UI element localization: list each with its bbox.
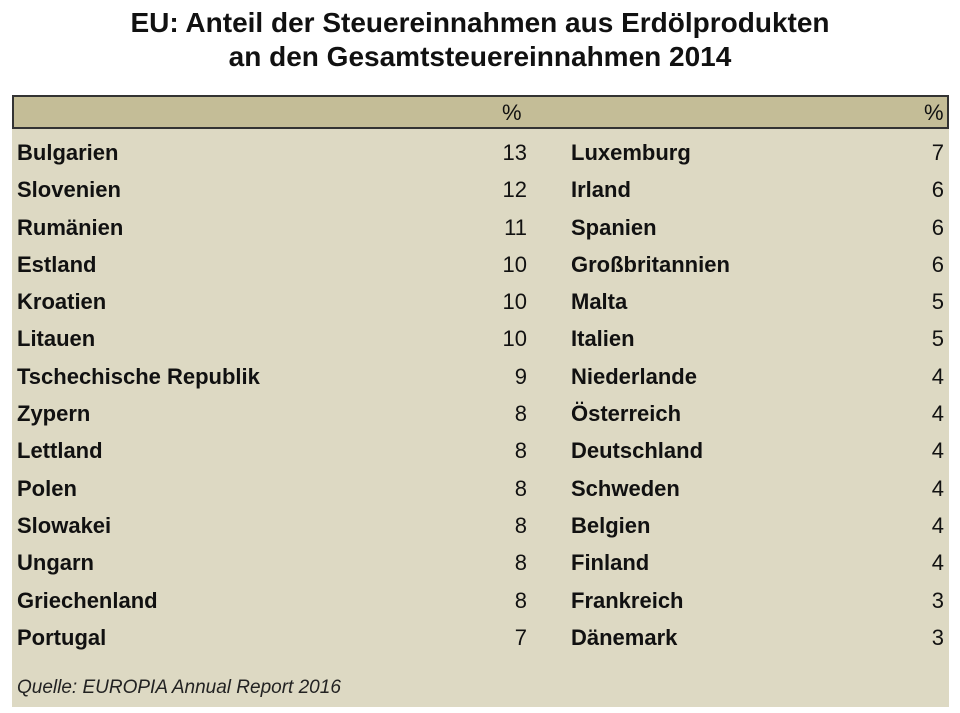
share-value: 7 [931,140,944,165]
share-value: 6 [931,214,944,240]
table-row: Rumänien 11 [17,209,527,246]
share-value: 5 [931,289,944,315]
country-name: Lettland [17,438,103,464]
share-value: 12 [502,177,527,203]
country-name: Ungarn [17,550,94,576]
chart-title-line-2: an den Gesamtsteuereinnahmen 2014 [228,41,732,72]
share-value: 6 [931,251,944,277]
table-row: Großbritannien 6 [571,246,944,283]
country-name: Estland [17,251,97,277]
share-value: 8 [514,475,527,501]
country-name: Belgien [571,512,651,538]
share-value: 8 [514,550,527,576]
country-name: Rumänien [17,214,124,240]
share-value: 4 [931,475,944,501]
share-value: 4 [931,401,944,427]
table-row: Ungarn 8 [17,544,527,581]
table-row: Finland 4 [571,544,944,581]
source-note: Quelle: EUROPIA Annual Report 2016 [17,677,341,698]
share-value: 8 [514,587,527,613]
country-name: Österreich [571,401,682,427]
share-value: 3 [931,587,944,613]
share-value: 8 [514,438,527,464]
country-name: Zypern [17,401,91,427]
chart-title: EU: Anteil der Steuereinnahmen aus Erdöl… [0,6,960,74]
country-name: Malta [571,289,628,315]
share-value: 10 [502,326,527,352]
country-name: Frankreich [571,587,684,613]
table-panel: % % Bulgarien 13 Slovenien 12 Rumänien 11 Estl… [12,95,949,707]
table-row: Österreich 4 [571,395,944,432]
share-value: 10 [502,289,527,315]
table-row: Dänemark 3 [571,619,944,656]
table-row: Malta 5 [571,283,944,320]
country-name: Kroatien [17,289,107,315]
table-row: Italien 5 [571,320,944,357]
table-row: Portugal 7 [17,619,527,656]
table-row: Griechenland 8 [17,582,527,619]
country-name: Bulgarien [17,140,119,165]
share-value: 3 [931,624,944,650]
table-row: Slovenien 12 [17,171,527,208]
table-row: Luxemburg 7 [571,134,944,171]
table-row: Bulgarien 13 [17,134,527,171]
table-row: Zypern 8 [17,395,527,432]
country-name: Litauen [17,326,96,352]
table-row: Spanien 6 [571,209,944,246]
table-row: Kroatien 10 [17,283,527,320]
country-name: Slovenien [17,177,121,203]
share-value: 4 [931,438,944,464]
country-name: Großbritannien [571,251,730,277]
country-name: Luxemburg [571,140,691,165]
country-name: Tschechische Republik [17,363,260,389]
country-name: Slowakei [17,512,112,538]
table-row: Niederlande 4 [571,358,944,395]
country-name: Deutschland [571,438,704,464]
table-row: Irland 6 [571,171,944,208]
share-value: 6 [931,177,944,203]
table-row: Litauen 10 [17,320,527,357]
share-value: 10 [502,251,527,277]
unit-header-left: % [502,100,522,125]
table-row: Belgien 4 [571,507,944,544]
table-column-left: Bulgarien 13 Slovenien 12 Rumänien 11 Estland 1… [17,134,527,656]
table-row: Deutschland 4 [571,432,944,469]
country-name: Finland [571,550,650,576]
share-value: 9 [514,363,527,389]
table-row: Tschechische Republik 9 [17,358,527,395]
table-row: Polen 8 [17,470,527,507]
share-value: 7 [514,624,527,650]
share-value: 4 [931,512,944,538]
country-name: Italien [571,326,635,352]
share-value: 8 [514,401,527,427]
table-row: Estland 10 [17,246,527,283]
unit-header-right: % [924,100,944,125]
country-name: Schweden [571,475,680,501]
table-header: % % [12,95,949,129]
table-row: Schweden 4 [571,470,944,507]
country-name: Irland [571,177,631,203]
country-name: Polen [17,475,77,501]
table-row: Lettland 8 [17,432,527,469]
country-name: Spanien [571,214,657,240]
share-value: 13 [502,140,527,165]
country-name: Griechenland [17,587,158,613]
table-row: Frankreich 3 [571,582,944,619]
chart-title-line-1: EU: Anteil der Steuereinnahmen aus Erdöl… [130,7,830,38]
share-value: 11 [504,214,527,240]
country-name: Dänemark [571,624,678,650]
share-value: 4 [931,550,944,576]
share-value: 5 [931,326,944,352]
country-name: Niederlande [571,363,697,389]
table-row: Slowakei 8 [17,507,527,544]
share-value: 8 [514,512,527,538]
table-column-right: Luxemburg 7 Irland 6 Spanien 6 Großbritannien 6… [571,134,944,656]
share-value: 4 [931,363,944,389]
country-name: Portugal [17,624,107,650]
